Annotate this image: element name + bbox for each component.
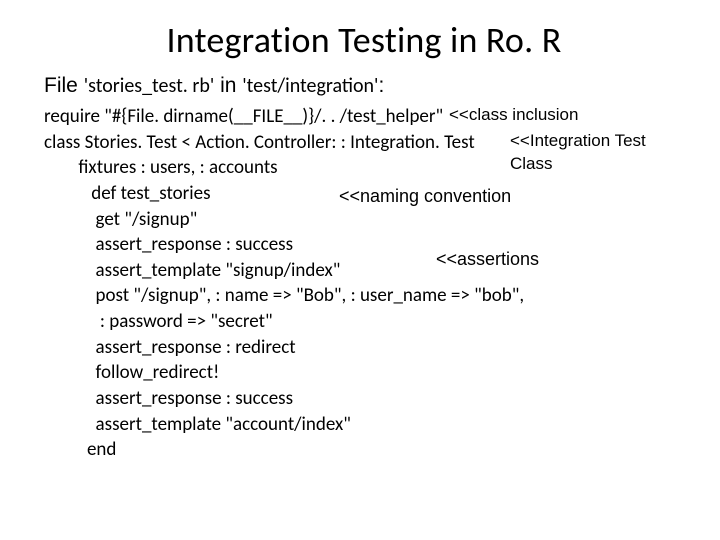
code-line-assert5: assert_template "account/index": [44, 412, 684, 438]
file-name: 'stories_test. rb': [84, 74, 215, 98]
file-dir: 'test/integration': [242, 74, 378, 98]
annotation-integration-class: <<Integration Test Class: [510, 130, 684, 176]
slide-title: Integration Testing in Ro. R: [44, 18, 684, 62]
code-line-assert2: assert_template "signup/index": [44, 258, 684, 284]
file-suffix: :: [378, 74, 384, 97]
code-line-assert1: assert_response : success: [44, 232, 684, 258]
code-line-assert3: assert_response : redirect: [44, 335, 684, 361]
code-line-assert4: assert_response : success: [44, 386, 684, 412]
code-line-end: end: [44, 437, 684, 463]
slide: Integration Testing in Ro. R File 'stori…: [0, 0, 720, 540]
annotation-assertions: <<assertions: [436, 247, 539, 271]
code-line-pw: : password => "secret": [44, 309, 684, 335]
code-line-require: require "#{File. dirname(__FILE__)}/. . …: [44, 104, 684, 130]
file-location-line: File 'stories_test. rb' in 'test/integra…: [44, 74, 684, 98]
file-mid: in: [214, 74, 242, 97]
annotation-class-inclusion: <<class inclusion: [449, 104, 578, 127]
code-line-get: get "/signup": [44, 207, 684, 233]
annotation-naming-convention: <<naming convention: [339, 184, 511, 208]
code-block: require "#{File. dirname(__FILE__)}/. . …: [44, 104, 684, 463]
code-line-follow: follow_redirect!: [44, 360, 684, 386]
code-line-post: post "/signup", : name => "Bob", : user_…: [44, 283, 684, 309]
file-prefix: File: [44, 74, 84, 97]
